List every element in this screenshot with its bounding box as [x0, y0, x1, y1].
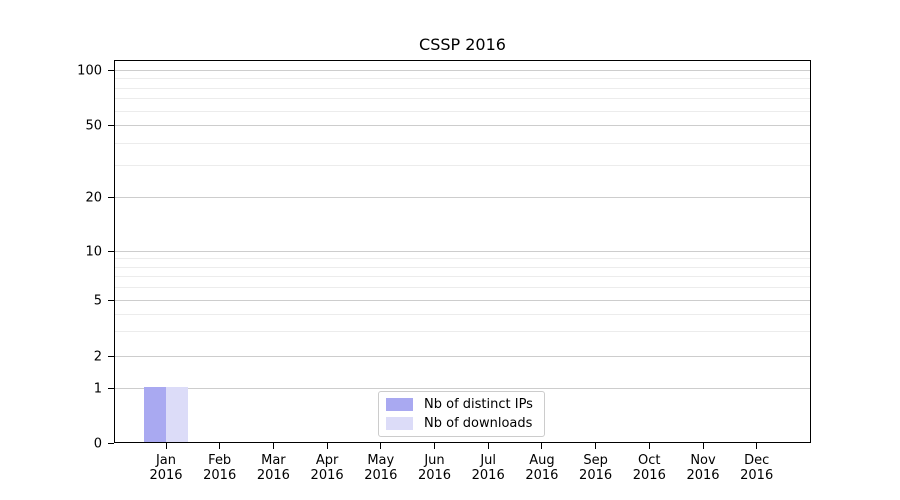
major-gridline — [115, 356, 810, 357]
y-tick — [108, 355, 114, 357]
minor-gridline — [115, 87, 810, 89]
x-tick — [434, 443, 435, 449]
x-tick-label: May 2016 — [364, 453, 398, 483]
minor-gridline — [115, 276, 810, 278]
legend-item: Nb of downloads — [386, 416, 536, 431]
x-tick-label: Jan 2016 — [149, 453, 183, 483]
y-tick — [108, 387, 114, 389]
minor-gridline — [115, 313, 810, 315]
y-tick-label: 10 — [85, 244, 102, 259]
y-tick — [108, 299, 114, 301]
minor-gridline — [115, 78, 810, 80]
y-tick-label: 1 — [93, 381, 102, 396]
minor-gridline — [115, 110, 810, 112]
minor-gridline — [115, 287, 810, 289]
plot-area — [114, 60, 811, 443]
x-tick — [326, 443, 328, 449]
major-gridline — [115, 197, 810, 198]
y-tick-label: 0 — [93, 436, 102, 451]
major-gridline — [115, 70, 810, 71]
legend-label: Nb of downloads — [424, 416, 533, 431]
y-tick — [108, 69, 114, 71]
y-tick — [108, 196, 114, 198]
x-tick-label: Sep 2016 — [579, 453, 613, 483]
bar-downloads — [166, 387, 188, 442]
x-tick — [380, 443, 382, 449]
y-tick — [108, 124, 114, 126]
legend-swatch — [386, 398, 413, 411]
y-tick-label: 20 — [85, 190, 102, 205]
x-tick — [219, 443, 221, 449]
minor-gridline — [115, 142, 810, 144]
y-tick — [108, 250, 114, 252]
x-tick — [595, 443, 597, 449]
minor-gridline — [115, 98, 810, 100]
x-tick — [541, 443, 543, 449]
minor-gridline — [115, 258, 810, 260]
minor-gridline — [115, 331, 810, 333]
x-tick-label: Apr 2016 — [310, 453, 344, 483]
x-tick — [165, 443, 167, 449]
y-tick-label: 100 — [77, 63, 102, 78]
chart-title: CSSP 2016 — [419, 35, 506, 54]
legend: Nb of distinct IPs Nb of downloads — [378, 391, 545, 437]
major-gridline — [115, 125, 810, 126]
x-tick-label: Oct 2016 — [632, 453, 666, 483]
x-tick — [702, 443, 704, 449]
y-tick-label: 50 — [85, 118, 102, 133]
y-tick-label: 5 — [93, 293, 102, 308]
x-tick — [487, 443, 489, 449]
major-gridline — [115, 300, 810, 301]
major-gridline — [115, 251, 810, 252]
x-tick-label: Dec 2016 — [740, 453, 774, 483]
bar-distinct-ips — [144, 387, 166, 442]
y-tick — [108, 442, 114, 444]
major-gridline — [115, 388, 810, 389]
legend-label: Nb of distinct IPs — [424, 397, 533, 412]
x-tick-label: Nov 2016 — [686, 453, 720, 483]
legend-swatch — [386, 417, 413, 430]
x-tick-label: Feb 2016 — [203, 453, 237, 483]
legend-item: Nb of distinct IPs — [386, 397, 536, 412]
x-tick-label: Jul 2016 — [471, 453, 505, 483]
x-tick — [272, 443, 274, 449]
x-tick-label: Jun 2016 — [417, 453, 452, 483]
y-tick-label: 2 — [93, 349, 102, 364]
x-tick — [756, 443, 758, 449]
x-tick-label: Mar 2016 — [256, 453, 290, 483]
x-tick-label: Aug 2016 — [525, 453, 559, 483]
minor-gridline — [115, 266, 810, 268]
minor-gridline — [115, 165, 810, 167]
x-tick — [648, 443, 650, 449]
